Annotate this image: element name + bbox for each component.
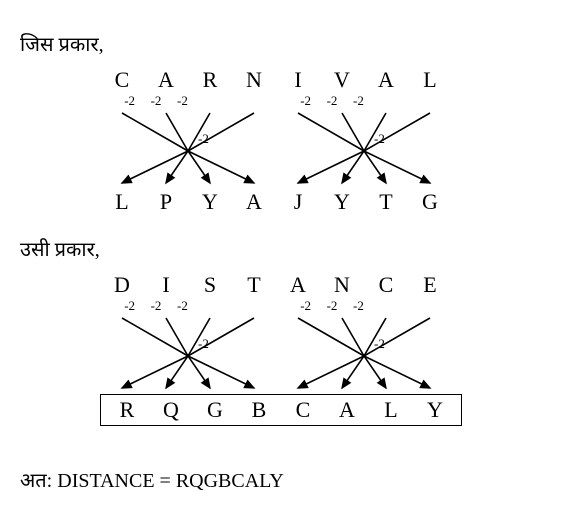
result-letters: RQGBCALY [105, 397, 457, 423]
offset-label: -2 [177, 93, 188, 109]
offset-labels: -2 -2 -2 -2 -2 -2 [100, 93, 551, 111]
source-letter: I [144, 272, 188, 298]
source-letters: DISTANCE [100, 272, 551, 298]
result-letter: P [144, 189, 188, 215]
source-letter: T [232, 272, 276, 298]
offset-labels: -2 -2 -2 -2 -2 -2 [100, 298, 551, 316]
offset-label: -2 [151, 93, 162, 109]
result-letters-wrap: LPYAJYTG [100, 189, 551, 215]
arrow-diagram: -2-2 [100, 316, 452, 394]
source-letter: A [276, 272, 320, 298]
source-letter: N [320, 272, 364, 298]
result-letter: A [325, 397, 369, 423]
offset-label: -2 [353, 298, 364, 314]
offset-label: -2 [353, 93, 364, 109]
offset-label: -2 [300, 93, 311, 109]
offset-label: -2 [177, 298, 188, 314]
source-letter: R [188, 67, 232, 93]
source-letter: A [364, 67, 408, 93]
conclusion-prefix: अत: [20, 470, 57, 492]
arrow-diagram: -2-2 [100, 111, 452, 189]
result-letter: T [364, 189, 408, 215]
result-letter: L [100, 189, 144, 215]
result-letters: LPYAJYTG [100, 189, 551, 215]
source-letter: V [320, 67, 364, 93]
intro-text: जिस प्रकार, [20, 30, 551, 57]
offset-label: -2 [124, 93, 135, 109]
source-letter: S [188, 272, 232, 298]
offset-label: -2 [124, 298, 135, 314]
offset-label: -2 [327, 298, 338, 314]
conclusion-word: DISTANCE [57, 470, 154, 492]
result-letter: C [281, 397, 325, 423]
offset-label: -2 [300, 298, 311, 314]
source-letter: I [276, 67, 320, 93]
source-letter: N [232, 67, 276, 93]
result-letter: Q [149, 397, 193, 423]
source-letter: E [408, 272, 452, 298]
result-letter: A [232, 189, 276, 215]
source-letter: D [100, 272, 144, 298]
source-letter: L [408, 67, 452, 93]
source-letter: C [364, 272, 408, 298]
source-letter: A [144, 67, 188, 93]
result-letter: R [105, 397, 149, 423]
result-letter: B [237, 397, 281, 423]
result-letter: Y [320, 189, 364, 215]
result-box: RQGBCALY [100, 394, 462, 426]
similarly-text: उसी प्रकार, [20, 235, 551, 262]
diagram-distance: DISTANCE-2-2-2-2-2-2-2-2RQGBCALY [100, 272, 551, 426]
source-letter: C [100, 67, 144, 93]
source-letters: CARNIVAL [100, 67, 551, 93]
offset-label: -2 [327, 93, 338, 109]
conclusion-code: RQGBCALY [176, 470, 284, 492]
result-letter: L [369, 397, 413, 423]
result-letter: G [408, 189, 452, 215]
conclusion-eq: = [155, 470, 176, 492]
result-letter: J [276, 189, 320, 215]
result-letter: Y [413, 397, 457, 423]
result-letter: Y [188, 189, 232, 215]
result-letter: G [193, 397, 237, 423]
offset-label: -2 [151, 298, 162, 314]
diagram-carnival: CARNIVAL-2-2-2-2-2-2-2-2LPYAJYTG [100, 67, 551, 215]
conclusion-text: अत: DISTANCE = RQGBCALY [20, 466, 551, 493]
